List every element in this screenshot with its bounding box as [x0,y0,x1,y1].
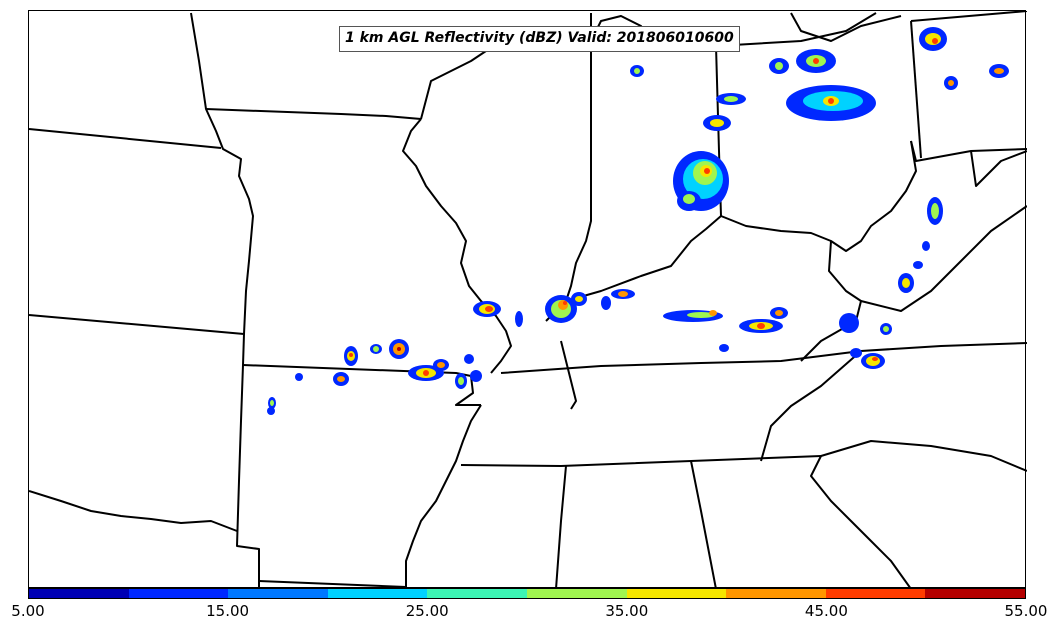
echo-tn-1-mod [866,356,880,366]
echo-mo-7-mod [458,377,464,385]
echo-ok-1-mod [270,400,274,406]
echo-sil-6-weak [515,311,523,327]
colorbar-swatch [626,589,727,598]
echo-sil-3-mod [575,296,583,302]
boundary-wv-north [910,140,1027,162]
colorbar-tick-label: 5.00 [11,602,45,620]
radar-echoes [267,27,1009,415]
boundary-tn-south [460,455,822,467]
colorbar-swatch [128,589,229,598]
lake-erie-shore [790,12,902,42]
colorbar-tick-label: 35.00 [605,602,649,620]
boundary-tn-nc [760,350,862,462]
echo-ohio-main-heavy [828,98,834,104]
echo-indiana-ne-mod [724,96,738,102]
echo-ky-3-mod [775,310,783,316]
boundary-va-wv [860,205,1027,312]
echo-michigan-mod [775,62,783,70]
echo-tn-1-heavy [872,357,878,361]
boundary-nc-sc [820,440,1027,472]
echo-mo-8-weak [470,370,482,382]
echo-sil-2-heavy [563,301,567,305]
boundary-ne-ks [29,128,222,149]
boundary-ks-ok [29,314,245,335]
echo-mo-5-mod [337,376,345,382]
reflectivity-colorbar [28,588,1026,599]
echo-ky-5-weak [839,313,859,333]
echo-mo-1-heavy [349,353,353,357]
echo-ky-1-strong [709,310,717,316]
echo-ky-4-weak [719,344,729,352]
echo-wv-2-mod [902,278,910,288]
boundary-ny-pa [910,11,1027,22]
boundary-mo-ar [242,364,481,406]
boundary-oh-pa [910,20,922,159]
echo-indiana-mid-mod [710,119,724,127]
map-canvas [29,11,1027,589]
kentucky-lake [560,340,577,410]
boundary-ga-sc [810,455,912,589]
echo-pa-heavy [932,38,938,44]
echo-mo-6-mod [373,346,379,352]
echo-wv-4-weak [922,241,930,251]
colorbar-swatch [29,589,129,598]
echo-mo-4-mod [437,362,445,368]
echo-sil-2-strong [558,300,568,310]
echo-tn-2-weak [850,348,862,358]
colorbar-swatch [825,589,926,598]
echo-indiana-south-mod [683,194,695,204]
state-boundaries [29,11,1027,589]
colorbar-swatch [925,589,1025,598]
colorbar-swatch [327,589,428,598]
echo-ky-6-mod [883,326,889,332]
boundary-mo-west [190,12,254,366]
boundary-ar-la [258,580,407,588]
echo-ky-2-heavy [757,323,765,329]
boundary-ky-wv [800,240,862,362]
echo-pa-east-mod [994,68,1004,74]
echo-ok-2-weak [295,373,303,381]
boundary-ohio-river [545,140,917,322]
echo-il-ne-mod [634,68,640,74]
boundary-mississippi-lower [405,404,482,589]
echo-wv-1-mod [931,203,939,219]
echo-mo-9-weak [464,354,474,364]
colorbar-tick-label: 15.00 [206,602,250,620]
boundary-mississippi-upper [402,118,512,374]
echo-mo-2-heavy [397,347,401,351]
boundary-red-river [29,490,238,532]
echo-indiana-main-heavy [704,168,710,174]
echo-wv-3-weak [913,261,923,269]
boundary-ky-tn [500,342,1027,374]
echo-mo-3-heavy [423,370,429,376]
colorbar-tick-label: 55.00 [1004,602,1048,620]
boundary-al-ga [690,460,717,589]
colorbar-tick-label: 25.00 [405,602,449,620]
echo-sil-4-mod [618,291,628,297]
echo-sil-1-heavy [485,306,493,312]
boundary-ia-mo [205,108,422,120]
colorbar-tick-label: 45.00 [804,602,848,620]
boundary-ok-ar [236,364,260,589]
boundary-wv-md [970,150,1027,187]
colorbar-swatch [726,589,826,598]
map-title: 1 km AGL Reflectivity (dBZ) Valid: 20180… [339,26,740,52]
map-panel: 1 km AGL Reflectivity (dBZ) Valid: 20180… [28,10,1027,589]
echo-ok-3-weak [267,407,275,415]
echo-ky-1-mod [687,312,715,318]
echo-pa-mid-mod [948,80,954,86]
boundary-il-in [565,13,592,302]
colorbar-swatch [427,589,527,598]
echo-sil-5-weak [601,296,611,310]
echo-ohio-north-heavy [813,58,819,64]
boundary-ms-al [555,465,567,589]
colorbar-swatch [228,589,328,598]
boundary-mi-oh [715,12,877,47]
colorbar-swatch [526,589,627,598]
